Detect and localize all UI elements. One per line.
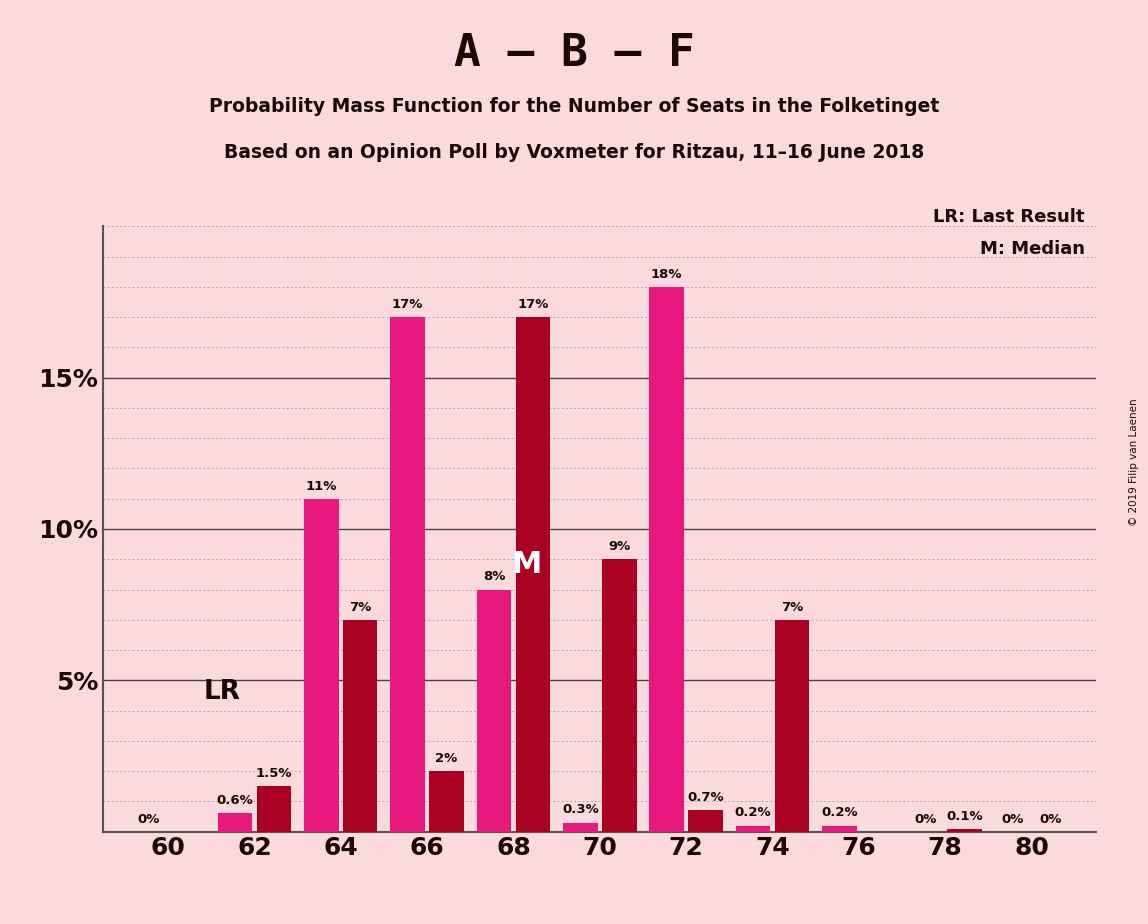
Text: LR: Last Result: LR: Last Result [933,208,1085,225]
Bar [602,559,636,832]
Bar [736,825,770,832]
Text: 0.6%: 0.6% [217,795,254,808]
Text: 0%: 0% [1001,812,1023,825]
Bar [343,620,378,832]
Text: 7%: 7% [781,601,804,614]
Text: © 2019 Filip van Laenen: © 2019 Filip van Laenen [1130,398,1139,526]
Bar [218,813,253,832]
Text: 11%: 11% [305,480,338,492]
Text: M: M [511,550,542,578]
Bar [257,786,292,832]
Bar [304,499,339,832]
Text: 8%: 8% [483,570,505,583]
Text: 0%: 0% [1040,812,1062,825]
Text: 9%: 9% [608,541,630,553]
Text: 17%: 17% [391,298,424,311]
Text: 0.2%: 0.2% [821,807,858,820]
Bar [429,771,464,832]
Text: 0.1%: 0.1% [946,809,983,822]
Bar [822,825,856,832]
Bar [476,590,511,832]
Bar [390,317,425,832]
Bar [564,822,598,832]
Text: 7%: 7% [349,601,371,614]
Text: 0%: 0% [138,812,160,825]
Text: Probability Mass Function for the Number of Seats in the Folketinget: Probability Mass Function for the Number… [209,97,939,116]
Bar [689,810,723,832]
Text: 0%: 0% [915,812,937,825]
Bar [947,829,982,832]
Text: 18%: 18% [651,268,683,281]
Text: 17%: 17% [518,298,549,311]
Text: 1.5%: 1.5% [256,767,292,780]
Text: LR: LR [203,678,241,704]
Text: 2%: 2% [435,752,458,765]
Text: A – B – F: A – B – F [453,32,695,76]
Text: 0.3%: 0.3% [563,804,599,817]
Text: Based on an Opinion Poll by Voxmeter for Ritzau, 11–16 June 2018: Based on an Opinion Poll by Voxmeter for… [224,143,924,163]
Bar [650,286,684,832]
Bar [515,317,550,832]
Text: 0.2%: 0.2% [735,807,771,820]
Bar [775,620,809,832]
Text: M: Median: M: Median [980,240,1085,258]
Text: 0.7%: 0.7% [688,791,724,805]
